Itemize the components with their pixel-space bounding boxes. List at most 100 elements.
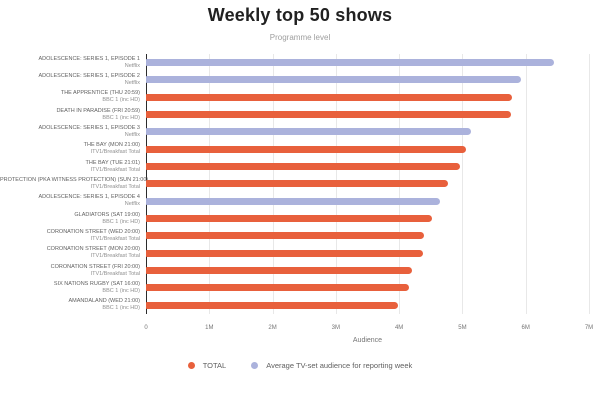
table-row: THE APPRENTICE (THU 20:59) BBC 1 (inc HD…	[0, 89, 600, 106]
audience-bar[interactable]	[146, 284, 409, 292]
audience-bar[interactable]	[146, 266, 412, 274]
table-row: THE BAY (MON 21:00) ITV1/Breakfast Total	[0, 141, 600, 158]
audience-bar[interactable]	[146, 145, 466, 153]
bar-cell	[146, 158, 600, 175]
legend-label: TOTAL	[202, 361, 227, 370]
row-label: THE BAY (TUE 21:01) ITV1/Breakfast Total	[0, 158, 146, 175]
audience-bar[interactable]	[146, 232, 425, 240]
programme-name: THE BAY (MON 21:00)	[83, 142, 140, 149]
programme-name: GLADIATORS (SAT 19:00)	[74, 211, 140, 218]
row-label: ADOLESCENCE: SERIES 1, EPISODE 3 Netflix	[0, 123, 146, 140]
channel-name: Netflix	[124, 131, 140, 138]
audience-bar[interactable]	[146, 93, 512, 101]
audience-bar[interactable]	[146, 301, 398, 309]
x-tick-label: 6M	[521, 325, 530, 331]
x-tick-label: 5M	[458, 325, 467, 331]
legend-swatch-icon	[251, 362, 259, 369]
channel-name: ITV1/Breakfast Total	[90, 253, 140, 260]
programme-name: CORONATION STREET (FRI 20:00)	[50, 263, 140, 270]
audience-bar[interactable]	[146, 214, 433, 222]
audience-bar[interactable]	[146, 128, 472, 136]
programme-name: ADOLESCENCE: SERIES 1, EPISODE 3	[38, 124, 140, 131]
gridline	[589, 54, 590, 314]
x-tick-label: 1M	[205, 325, 214, 331]
programme-name: AMANDALAND (WED 21:00)	[68, 298, 140, 305]
legend-label: Average TV-set audience for reporting we…	[266, 361, 413, 370]
gridline	[525, 54, 527, 314]
x-axis: 0 1M 2M 3M 4M 5M 6M 7M	[0, 325, 600, 335]
bar-rows: ADOLESCENCE: SERIES 1, EPISODE 1 Netflix…	[0, 54, 600, 314]
table-row: ADOLESCENCE: SERIES 1, EPISODE 4 Netflix	[0, 193, 600, 210]
row-label: THE BAY (MON 21:00) ITV1/Breakfast Total	[0, 141, 146, 158]
channel-name: Netflix	[124, 201, 140, 208]
row-label: GLADIATORS (SAT 19:00) BBC 1 (inc HD)	[0, 210, 146, 227]
bar-cell	[146, 262, 600, 279]
row-label: DEATH IN PARADISE (FRI 20:59) BBC 1 (inc…	[0, 106, 146, 123]
bar-cell	[146, 71, 600, 88]
table-row: AMANDALAND (WED 21:00) BBC 1 (inc HD)	[0, 297, 600, 314]
channel-name: Netflix	[124, 79, 140, 86]
chart-title: Weekly top 50 shows	[207, 5, 393, 25]
x-tick-label: 3M	[331, 325, 341, 331]
programme-name: ADOLESCENCE: SERIES 1, EPISODE 4	[38, 194, 140, 201]
channel-name: BBC 1 (inc HD)	[102, 97, 140, 104]
bar-cell	[146, 227, 600, 244]
row-label: PROTECTION (PKA WITNESS PROTECTION) (SUN…	[0, 175, 149, 192]
bar-cell	[146, 297, 600, 314]
x-tick-label: 2M	[268, 325, 277, 331]
channel-name: ITV1/Breakfast Total	[90, 166, 140, 173]
audience-bar[interactable]	[146, 110, 511, 118]
audience-bar[interactable]	[146, 249, 423, 257]
table-row: SIX NATIONS RUGBY (SAT 16:00) BBC 1 (inc…	[0, 279, 600, 296]
channel-name: BBC 1 (inc HD)	[102, 287, 140, 294]
programme-name: DEATH IN PARADISE (FRI 20:59)	[56, 107, 140, 114]
table-row: CORONATION STREET (MON 20:00) ITV1/Break…	[0, 245, 600, 262]
row-label: CORONATION STREET (WED 20:00) ITV1/Break…	[0, 227, 146, 244]
channel-name: ITV1/Breakfast Total	[90, 270, 140, 277]
channel-name: BBC 1 (inc HD)	[102, 114, 140, 121]
channel-name: BBC 1 (inc HD)	[102, 305, 140, 312]
table-row: ADOLESCENCE: SERIES 1, EPISODE 2 Netflix	[0, 71, 600, 88]
bar-cell	[146, 89, 600, 106]
table-row: CORONATION STREET (WED 20:00) ITV1/Break…	[0, 227, 600, 244]
audience-bar[interactable]	[146, 162, 460, 170]
channel-name: ITV1/Breakfast Total	[90, 149, 140, 156]
audience-bar[interactable]	[146, 180, 448, 188]
bar-cell	[146, 123, 600, 140]
channel-name: BBC 1 (inc HD)	[102, 218, 140, 225]
row-label: ADOLESCENCE: SERIES 1, EPISODE 4 Netflix	[0, 193, 146, 210]
legend-item[interactable]: TOTAL	[187, 361, 227, 370]
audience-bar[interactable]	[146, 59, 555, 66]
table-row: ADOLESCENCE: SERIES 1, EPISODE 1 Netflix	[0, 54, 600, 71]
table-row: ADOLESCENCE: SERIES 1, EPISODE 3 Netflix	[0, 123, 600, 140]
programme-name: THE BAY (TUE 21:01)	[85, 159, 140, 166]
chart-subtitle: Programme level	[269, 33, 331, 42]
row-label: CORONATION STREET (FRI 20:00) ITV1/Break…	[0, 262, 146, 279]
row-label: ADOLESCENCE: SERIES 1, EPISODE 1 Netflix	[0, 54, 146, 71]
bar-cell	[146, 193, 600, 210]
bar-cell	[146, 106, 600, 123]
channel-name: Netflix	[124, 62, 140, 69]
programme-name: ADOLESCENCE: SERIES 1, EPISODE 1	[38, 55, 140, 62]
audience-bar[interactable]	[146, 197, 441, 205]
row-label: AMANDALAND (WED 21:00) BBC 1 (inc HD)	[0, 297, 146, 314]
bar-cell	[146, 175, 600, 192]
table-row: CORONATION STREET (FRI 20:00) ITV1/Break…	[0, 262, 600, 279]
programme-name: SIX NATIONS RUGBY (SAT 16:00)	[53, 280, 140, 287]
table-row: PROTECTION (PKA WITNESS PROTECTION) (SUN…	[0, 175, 600, 192]
legend: TOTAL Average TV-set audience for report…	[0, 361, 600, 370]
bar-cell	[146, 210, 600, 227]
channel-name: ITV1/Breakfast Total	[90, 183, 140, 190]
bar-cell	[146, 141, 600, 158]
programme-name: PROTECTION (PKA WITNESS PROTECTION) (SUN…	[0, 176, 149, 183]
bar-cell	[146, 279, 600, 296]
x-axis-title: Audience	[352, 337, 383, 344]
channel-name: ITV1/Breakfast Total	[90, 235, 140, 242]
table-row: GLADIATORS (SAT 19:00) BBC 1 (inc HD)	[0, 210, 600, 227]
legend-item[interactable]: Average TV-set audience for reporting we…	[251, 361, 412, 370]
audience-bar[interactable]	[146, 76, 522, 84]
legend-swatch-icon	[187, 362, 195, 369]
programme-name: CORONATION STREET (WED 20:00)	[46, 228, 140, 235]
row-label: SIX NATIONS RUGBY (SAT 16:00) BBC 1 (inc…	[0, 279, 146, 296]
table-row: THE BAY (TUE 21:01) ITV1/Breakfast Total	[0, 158, 600, 175]
